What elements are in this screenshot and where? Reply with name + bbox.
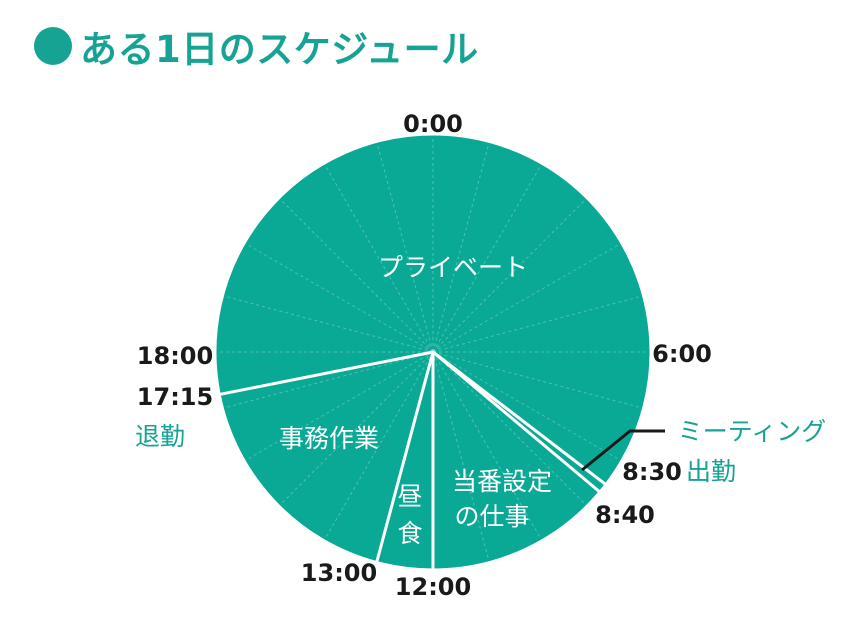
annotation-leave: 退勤: [135, 422, 185, 451]
hour-grid-line: [376, 143, 434, 353]
hour-grid-line: [432, 351, 542, 540]
segment-label-duty-1: 当番設定: [452, 467, 552, 496]
pie-slice-2: [432, 350, 600, 569]
hour-grid-line: [224, 351, 434, 409]
hour-grid-line: [279, 198, 434, 353]
annotation-arrive: 出勤: [686, 457, 736, 486]
time-label-1715: 17:15: [137, 383, 213, 411]
time-label-0840: 8:40: [595, 501, 655, 529]
title-bullet-icon: [34, 27, 72, 65]
segment-boundary: [375, 351, 435, 562]
segment-label-office-work: 事務作業: [279, 424, 379, 453]
hour-grid-line: [432, 198, 587, 353]
pie-slice-0: [432, 135, 650, 485]
segment-label-lunch-2: 食: [397, 519, 422, 548]
time-label-0600: 6:00: [652, 340, 712, 368]
time-label-1200: 12:00: [395, 573, 471, 601]
hour-grid-line: [324, 351, 434, 540]
pie-slice-5: [216, 135, 434, 395]
segment-label-lunch-1: 昼: [397, 482, 422, 511]
segment-boundaries: [219, 350, 607, 569]
segment-boundary: [219, 350, 434, 396]
hour-grid-line: [279, 351, 434, 506]
chart-title: ある1日のスケジュール: [34, 18, 479, 74]
hour-grid-line: [432, 164, 542, 353]
hour-grid-line: [245, 243, 434, 353]
hour-grid-line: [245, 351, 434, 461]
time-label-1800: 18:00: [137, 342, 213, 370]
meeting-leader-line: [581, 429, 665, 472]
hour-grid-line: [432, 351, 490, 561]
time-label-1300: 13:00: [301, 559, 377, 587]
hour-grid-line: [432, 295, 642, 353]
hour-grid-line: [432, 351, 621, 461]
time-label-0830: 8:30: [622, 458, 682, 486]
annotation-meeting: ミーティング: [678, 417, 827, 446]
hour-grid-line: [324, 164, 434, 353]
hour-grid-line: [432, 243, 621, 353]
title-text: ある1日のスケジュール: [80, 28, 479, 71]
segment-label-private: プライベート: [378, 253, 528, 282]
hour-grid-line: [432, 351, 587, 506]
hour-grid-line: [432, 351, 642, 409]
pie-slice-4: [220, 351, 434, 562]
segment-label-duty-2: の仕事: [454, 502, 529, 531]
hour-grid-line: [224, 295, 434, 353]
hour-grid-line: [432, 143, 490, 353]
segment-boundary: [432, 350, 601, 493]
time-label-0000: 0:00: [403, 110, 463, 138]
segment-boundary: [432, 350, 607, 486]
